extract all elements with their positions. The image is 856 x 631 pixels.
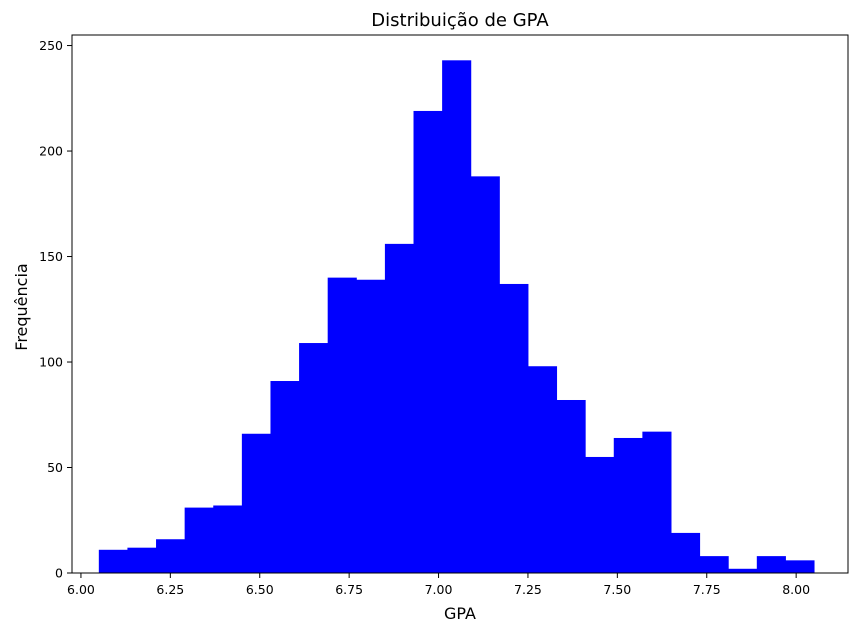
- x-tick-label: 6.00: [67, 582, 95, 597]
- y-tick-label: 100: [39, 355, 63, 370]
- histogram-bar: [241, 433, 271, 573]
- x-tick-label: 7.50: [603, 582, 631, 597]
- histogram-bar: [470, 176, 500, 573]
- histogram-bar: [299, 343, 329, 573]
- x-axis-ticks: 6.00 6.25 6.50 6.75 7.00 7.25 7.50 7.75 8.00: [67, 573, 810, 597]
- histogram-bar: [642, 431, 672, 573]
- histogram-bar: [556, 399, 586, 573]
- histogram-bar: [527, 366, 558, 573]
- x-tick-label: 6.25: [156, 582, 184, 597]
- x-tick-label: 7.00: [425, 582, 453, 597]
- x-tick-label: 7.25: [514, 582, 542, 597]
- histogram-bar: [327, 277, 357, 573]
- x-tick-label: 6.50: [246, 582, 274, 597]
- bars-group: [98, 60, 815, 574]
- histogram-bar: [384, 243, 415, 573]
- histogram-bar: [413, 110, 443, 573]
- histogram-bar: [442, 60, 472, 574]
- histogram-bar: [213, 505, 243, 573]
- x-axis-label: GPA: [444, 604, 476, 623]
- plot-frame: [71, 34, 849, 574]
- y-tick-label: 150: [39, 249, 63, 264]
- histogram-bar: [156, 539, 186, 573]
- histogram-bar: [98, 549, 128, 573]
- histogram-bar: [613, 437, 643, 573]
- histogram-bar: [585, 456, 615, 573]
- histogram-bar: [785, 560, 815, 573]
- histogram-bar: [499, 283, 529, 573]
- histogram-bar: [127, 547, 157, 573]
- y-tick-label: 250: [39, 38, 63, 53]
- histogram-bar: [184, 507, 214, 573]
- y-tick-label: 0: [55, 566, 63, 581]
- histogram-bar: [270, 381, 300, 573]
- y-tick-label: 50: [47, 460, 63, 475]
- histogram-bar: [670, 532, 701, 573]
- histogram-bar: [356, 279, 386, 573]
- y-axis-ticks: 0 50 100 150 200 250: [39, 38, 72, 581]
- y-tick-label: 200: [39, 144, 63, 159]
- histogram-bar: [756, 556, 786, 573]
- x-tick-label: 6.75: [335, 582, 363, 597]
- chart-title: Distribuição de GPA: [371, 10, 549, 31]
- x-tick-label: 7.75: [693, 582, 721, 597]
- x-tick-label: 8.00: [782, 582, 810, 597]
- y-axis-label: Frequência: [12, 263, 31, 350]
- histogram-bar: [728, 568, 758, 573]
- histogram-bar: [699, 556, 729, 573]
